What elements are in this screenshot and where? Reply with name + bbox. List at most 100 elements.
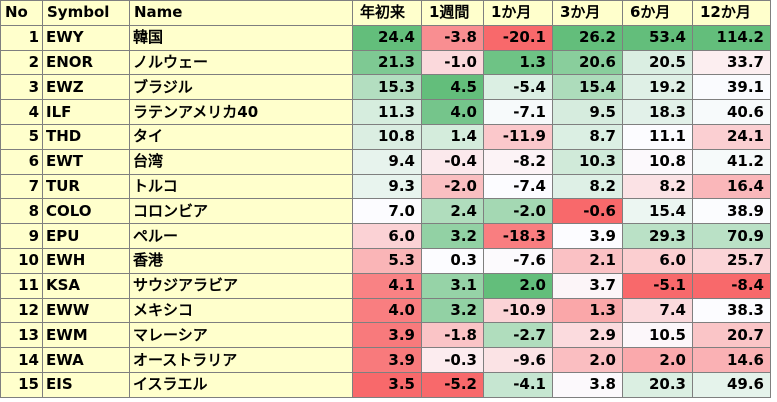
cell-name[interactable]: ノルウェー bbox=[129, 49, 353, 76]
cell-3m[interactable]: 9.5 bbox=[552, 99, 623, 125]
cell-symbol[interactable]: EWW bbox=[42, 297, 130, 324]
cell-ytd[interactable]: 10.8 bbox=[352, 123, 422, 150]
cell-12m[interactable]: 14.6 bbox=[692, 347, 771, 373]
cell-symbol[interactable]: EWH bbox=[42, 247, 130, 274]
cell-1m[interactable]: -7.1 bbox=[483, 99, 553, 125]
header-no[interactable]: No bbox=[0, 0, 43, 26]
cell-symbol[interactable]: EWY bbox=[42, 24, 130, 51]
cell-ytd[interactable]: 9.4 bbox=[352, 148, 422, 175]
cell-symbol[interactable]: ILF bbox=[42, 99, 130, 125]
cell-1m[interactable]: -18.3 bbox=[483, 223, 553, 249]
cell-1m[interactable]: 1.3 bbox=[483, 49, 553, 76]
cell-symbol[interactable]: TUR bbox=[42, 173, 130, 200]
cell-name[interactable]: サウジアラビア bbox=[129, 272, 353, 299]
cell-ytd[interactable]: 4.0 bbox=[352, 297, 422, 324]
cell-1w[interactable]: -3.8 bbox=[421, 24, 484, 51]
cell-symbol[interactable]: THD bbox=[42, 123, 130, 150]
cell-ytd[interactable]: 15.3 bbox=[352, 74, 422, 101]
cell-1w[interactable]: 2.4 bbox=[421, 198, 484, 225]
cell-1w[interactable]: 3.2 bbox=[421, 297, 484, 324]
cell-3m[interactable]: 10.3 bbox=[552, 148, 623, 175]
cell-name[interactable]: コロンビア bbox=[129, 198, 353, 225]
cell-no[interactable]: 1 bbox=[0, 24, 43, 51]
cell-no[interactable]: 13 bbox=[0, 322, 43, 349]
cell-3m[interactable]: 1.3 bbox=[552, 297, 623, 324]
cell-1m[interactable]: -11.9 bbox=[483, 123, 553, 150]
cell-12m[interactable]: 49.6 bbox=[692, 371, 771, 398]
cell-12m[interactable]: 33.7 bbox=[692, 49, 771, 76]
cell-no[interactable]: 3 bbox=[0, 74, 43, 101]
cell-12m[interactable]: 24.1 bbox=[692, 123, 771, 150]
cell-6m[interactable]: 20.5 bbox=[622, 49, 693, 76]
cell-1m[interactable]: -7.6 bbox=[483, 247, 553, 274]
cell-ytd[interactable]: 3.5 bbox=[352, 371, 422, 398]
cell-12m[interactable]: 38.3 bbox=[692, 297, 771, 324]
cell-name[interactable]: マレーシア bbox=[129, 322, 353, 349]
cell-no[interactable]: 10 bbox=[0, 247, 43, 274]
cell-6m[interactable]: 2.0 bbox=[622, 347, 693, 373]
cell-1m[interactable]: -9.6 bbox=[483, 347, 553, 373]
cell-1w[interactable]: 3.1 bbox=[421, 272, 484, 299]
cell-3m[interactable]: 2.1 bbox=[552, 247, 623, 274]
cell-1w[interactable]: -5.2 bbox=[421, 371, 484, 398]
cell-3m[interactable]: 20.6 bbox=[552, 49, 623, 76]
cell-12m[interactable]: 38.9 bbox=[692, 198, 771, 225]
cell-6m[interactable]: 7.4 bbox=[622, 297, 693, 324]
cell-name[interactable]: オーストラリア bbox=[129, 347, 353, 373]
cell-name[interactable]: 香港 bbox=[129, 247, 353, 274]
cell-ytd[interactable]: 3.9 bbox=[352, 347, 422, 373]
cell-1m[interactable]: -4.1 bbox=[483, 371, 553, 398]
cell-1m[interactable]: -5.4 bbox=[483, 74, 553, 101]
cell-3m[interactable]: 8.2 bbox=[552, 173, 623, 200]
cell-6m[interactable]: 8.2 bbox=[622, 173, 693, 200]
cell-1w[interactable]: 4.0 bbox=[421, 99, 484, 125]
cell-name[interactable]: ラテンアメリカ40 bbox=[129, 99, 353, 125]
cell-6m[interactable]: 53.4 bbox=[622, 24, 693, 51]
header-3m[interactable]: 3か月 bbox=[552, 0, 623, 26]
cell-no[interactable]: 2 bbox=[0, 49, 43, 76]
cell-1m[interactable]: -20.1 bbox=[483, 24, 553, 51]
cell-ytd[interactable]: 3.9 bbox=[352, 322, 422, 349]
cell-12m[interactable]: 20.7 bbox=[692, 322, 771, 349]
cell-ytd[interactable]: 4.1 bbox=[352, 272, 422, 299]
header-ytd[interactable]: 年初来 bbox=[352, 0, 422, 26]
cell-1w[interactable]: 1.4 bbox=[421, 123, 484, 150]
cell-ytd[interactable]: 6.0 bbox=[352, 223, 422, 249]
cell-ytd[interactable]: 5.3 bbox=[352, 247, 422, 274]
cell-no[interactable]: 11 bbox=[0, 272, 43, 299]
cell-1m[interactable]: -8.2 bbox=[483, 148, 553, 175]
cell-ytd[interactable]: 9.3 bbox=[352, 173, 422, 200]
cell-1w[interactable]: -0.3 bbox=[421, 347, 484, 373]
header-name[interactable]: Name bbox=[129, 0, 353, 26]
cell-12m[interactable]: 70.9 bbox=[692, 223, 771, 249]
header-symbol[interactable]: Symbol bbox=[42, 0, 130, 26]
cell-name[interactable]: メキシコ bbox=[129, 297, 353, 324]
cell-12m[interactable]: 39.1 bbox=[692, 74, 771, 101]
cell-no[interactable]: 6 bbox=[0, 148, 43, 175]
cell-3m[interactable]: -0.6 bbox=[552, 198, 623, 225]
cell-1m[interactable]: -10.9 bbox=[483, 297, 553, 324]
cell-3m[interactable]: 3.8 bbox=[552, 371, 623, 398]
cell-6m[interactable]: 10.8 bbox=[622, 148, 693, 175]
cell-6m[interactable]: -5.1 bbox=[622, 272, 693, 299]
cell-ytd[interactable]: 21.3 bbox=[352, 49, 422, 76]
cell-name[interactable]: トルコ bbox=[129, 173, 353, 200]
cell-12m[interactable]: 16.4 bbox=[692, 173, 771, 200]
header-6m[interactable]: 6か月 bbox=[622, 0, 693, 26]
cell-symbol[interactable]: KSA bbox=[42, 272, 130, 299]
cell-12m[interactable]: 41.2 bbox=[692, 148, 771, 175]
cell-6m[interactable]: 18.3 bbox=[622, 99, 693, 125]
cell-1m[interactable]: 2.0 bbox=[483, 272, 553, 299]
cell-3m[interactable]: 2.9 bbox=[552, 322, 623, 349]
cell-6m[interactable]: 20.3 bbox=[622, 371, 693, 398]
cell-6m[interactable]: 15.4 bbox=[622, 198, 693, 225]
cell-1w[interactable]: -0.4 bbox=[421, 148, 484, 175]
cell-symbol[interactable]: COLO bbox=[42, 198, 130, 225]
cell-name[interactable]: ブラジル bbox=[129, 74, 353, 101]
cell-symbol[interactable]: EWZ bbox=[42, 74, 130, 101]
cell-3m[interactable]: 8.7 bbox=[552, 123, 623, 150]
cell-no[interactable]: 4 bbox=[0, 99, 43, 125]
cell-no[interactable]: 8 bbox=[0, 198, 43, 225]
cell-name[interactable]: 韓国 bbox=[129, 24, 353, 51]
cell-12m[interactable]: 114.2 bbox=[692, 24, 771, 51]
